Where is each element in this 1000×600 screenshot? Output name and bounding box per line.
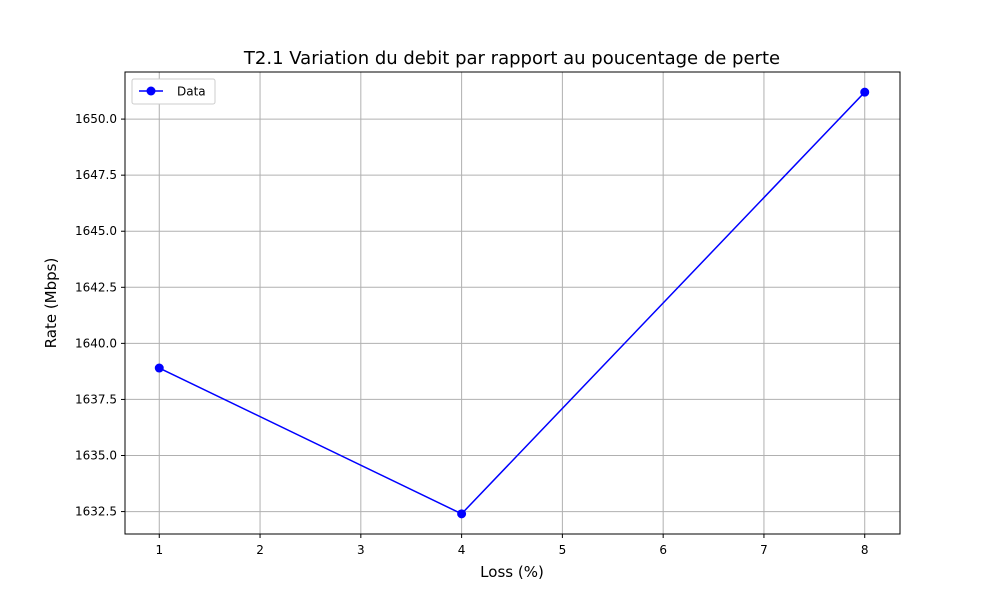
series-layer bbox=[154, 87, 870, 519]
y-tick-label: 1650.0 bbox=[75, 112, 117, 126]
legend-entry-label: Data bbox=[177, 85, 206, 99]
legend-box bbox=[131, 78, 216, 105]
data-point bbox=[860, 87, 870, 97]
legend: Data bbox=[131, 78, 216, 105]
legend-marker-swatch bbox=[146, 86, 156, 96]
x-axis-label: Loss (%) bbox=[480, 563, 544, 581]
y-tick-label: 1642.5 bbox=[75, 280, 117, 294]
series-line bbox=[158, 91, 866, 515]
x-tick-label: 2 bbox=[256, 543, 264, 557]
data-point bbox=[457, 509, 467, 519]
y-tick-label: 1632.5 bbox=[75, 505, 117, 519]
y-tick-label: 1635.0 bbox=[75, 449, 117, 463]
x-tick-label: 8 bbox=[861, 543, 869, 557]
y-tick-label: 1645.0 bbox=[75, 224, 117, 238]
x-tick-label: 3 bbox=[357, 543, 365, 557]
data-point bbox=[154, 363, 164, 373]
y-tick-label: 1640.0 bbox=[75, 336, 117, 350]
x-tick-label: 4 bbox=[458, 543, 466, 557]
axis-ticks: 1 2 3 4 5 6 7 8 1632.5 1635.0 1637.5 1640.0 1642.5 16… bbox=[75, 112, 869, 557]
x-tick-label: 6 bbox=[659, 543, 667, 557]
x-tick-label: 1 bbox=[155, 543, 163, 557]
y-tick-label: 1637.5 bbox=[75, 392, 117, 406]
y-tick-label: 1647.5 bbox=[75, 168, 117, 182]
x-tick-label: 7 bbox=[760, 543, 768, 557]
plot-area-frame bbox=[124, 71, 901, 535]
x-tick-label: 5 bbox=[559, 543, 567, 557]
grid bbox=[125, 72, 900, 534]
y-axis-label: Rate (Mbps) bbox=[42, 258, 60, 349]
chart-title: T2.1 Variation du debit par rapport au p… bbox=[243, 48, 780, 69]
